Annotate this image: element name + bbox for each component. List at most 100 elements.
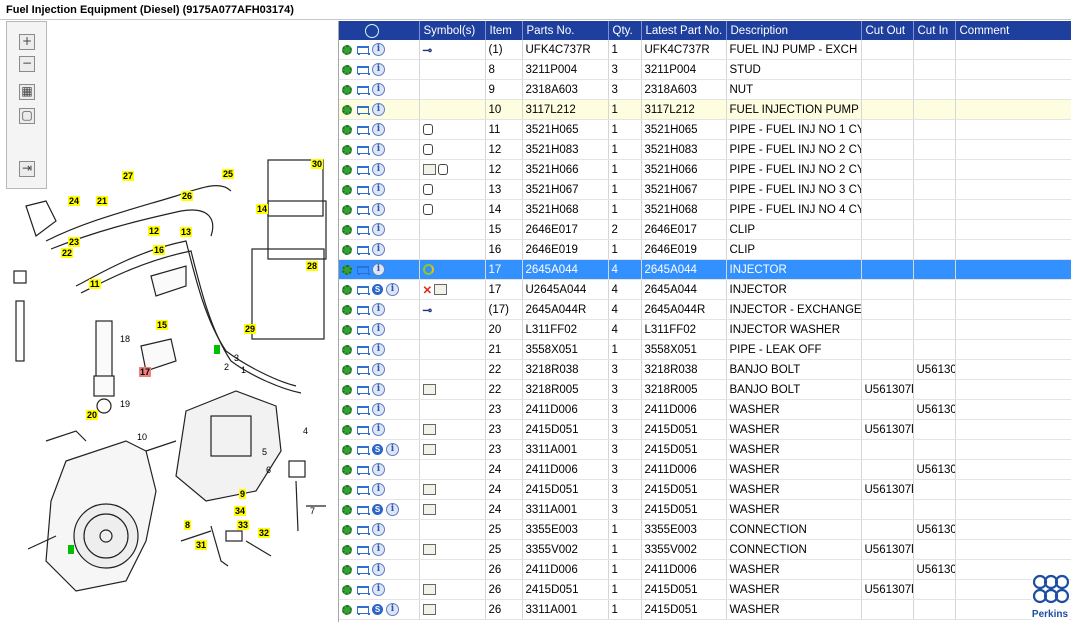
add-to-cart-icon[interactable] (355, 225, 370, 235)
info-icon[interactable]: i (372, 423, 385, 436)
callout-26[interactable]: 26 (181, 191, 194, 201)
add-to-cart-icon[interactable] (355, 485, 370, 495)
info-icon[interactable]: i (372, 563, 385, 576)
info-icon[interactable]: i (386, 603, 399, 616)
add-to-cart-icon[interactable] (355, 265, 370, 275)
configure-gear-icon[interactable] (342, 504, 352, 515)
callout-9[interactable]: 9 (239, 489, 247, 499)
configure-gear-icon[interactable] (342, 564, 352, 575)
column-header-description[interactable]: Description (726, 21, 862, 40)
fit-grid-icon[interactable]: ▦ (19, 84, 35, 100)
parts-row[interactable]: i 23 2411D006 3 2411D006 WASHER U56130 (339, 399, 1071, 420)
callout-30[interactable]: 30 (311, 159, 324, 169)
callout-12[interactable]: 12 (148, 226, 161, 236)
configure-gear-icon[interactable] (342, 84, 352, 95)
configure-gear-icon[interactable] (342, 244, 352, 255)
search-parts-icon[interactable] (365, 23, 379, 38)
callout-2[interactable]: 2 (224, 362, 230, 372)
callout-1[interactable]: 1 (241, 365, 247, 375)
configure-gear-icon[interactable] (342, 524, 352, 535)
callout-7[interactable]: 7 (310, 506, 316, 516)
configure-gear-icon[interactable] (342, 124, 352, 135)
callout-10[interactable]: 10 (137, 432, 148, 442)
callout-17[interactable]: 17 (139, 367, 152, 377)
info-icon[interactable]: i (372, 583, 385, 596)
cell-parts-no[interactable]: 3521H067 (522, 179, 609, 200)
cell-parts-no[interactable]: UFK4C737R (522, 40, 609, 60)
cell-parts-no[interactable]: 3521H068 (522, 199, 609, 220)
cell-parts-no[interactable]: 2318A603 (522, 79, 609, 100)
configure-gear-icon[interactable] (342, 384, 352, 395)
parts-row[interactable]: i 12 3521H066 1 3521H066 PIPE - FUEL INJ NO 2… (339, 159, 1071, 180)
callout-6[interactable]: 6 (266, 465, 272, 475)
cell-parts-no[interactable]: 3117L212 (522, 99, 609, 120)
callout-24[interactable]: 24 (68, 196, 81, 206)
cell-latest-part-no[interactable]: 3521H066 (641, 159, 727, 180)
callout-5[interactable]: 5 (262, 447, 268, 457)
cell-latest-part-no[interactable]: 3218R038 (641, 359, 727, 380)
cell-parts-no[interactable]: U2645A044 (522, 279, 609, 300)
cell-latest-part-no[interactable]: 3521H067 (641, 179, 727, 200)
column-header-qty[interactable]: Qty. (608, 21, 642, 40)
configure-gear-icon[interactable] (342, 104, 352, 115)
callout-18[interactable]: 18 (120, 334, 131, 344)
column-header-symbols[interactable]: Symbol(s) (419, 21, 486, 40)
cell-latest-part-no[interactable]: 2415D051 (641, 439, 727, 460)
add-to-cart-icon[interactable] (355, 525, 370, 535)
zoom-out-button[interactable]: − (19, 56, 35, 72)
parts-row[interactable]: i 15 2646E017 2 2646E017 CLIP (339, 219, 1071, 240)
cell-parts-no[interactable]: 3521H065 (522, 119, 609, 140)
parts-row[interactable]: i 21 3558X051 1 3558X051 PIPE - LEAK OFF (339, 339, 1071, 360)
info-icon[interactable]: i (386, 503, 399, 516)
info-icon[interactable]: i (372, 483, 385, 496)
callout-13[interactable]: 13 (180, 227, 193, 237)
add-to-cart-icon[interactable] (355, 205, 370, 215)
cell-latest-part-no[interactable]: 2411D006 (641, 399, 727, 420)
parts-row[interactable]: i 16 2646E019 1 2646E019 CLIP (339, 239, 1071, 260)
add-to-cart-icon[interactable] (355, 305, 370, 315)
column-header-latest-part-no[interactable]: Latest Part No. (641, 21, 727, 40)
parts-row[interactable]: i ⊸ (17) 2645A044R 4 2645A044R INJECTOR - EXCH… (339, 299, 1071, 320)
callout-11[interactable]: 11 (89, 279, 101, 289)
column-header-cut-out[interactable]: Cut Out (861, 21, 914, 40)
parts-row[interactable]: i 10 3117L212 1 3117L212 FUEL INJECTION PUMP … (339, 99, 1071, 120)
info-icon[interactable]: i (386, 443, 399, 456)
configure-gear-icon[interactable] (342, 484, 352, 495)
add-to-cart-icon[interactable] (355, 65, 370, 75)
cell-parts-no[interactable]: 3521H066 (522, 159, 609, 180)
cell-parts-no[interactable]: 3558X051 (522, 339, 609, 360)
callout-16[interactable]: 16 (153, 245, 166, 255)
callout-27[interactable]: 27 (122, 171, 135, 181)
parts-list-grid[interactable]: Symbol(s) Item Parts No. Qty. Latest Par… (338, 21, 1071, 622)
cell-parts-no[interactable]: 2415D051 (522, 419, 609, 440)
configure-gear-icon[interactable] (342, 324, 352, 335)
cell-latest-part-no[interactable]: 2415D051 (641, 419, 727, 440)
cell-parts-no[interactable]: 2415D051 (522, 479, 609, 500)
info-icon[interactable]: i (386, 283, 399, 296)
cell-latest-part-no[interactable]: 3521H068 (641, 199, 727, 220)
cell-parts-no[interactable]: 2645A044 (522, 259, 609, 280)
add-to-cart-icon[interactable] (355, 245, 370, 255)
column-header-parts-no[interactable]: Parts No. (522, 21, 609, 40)
configure-gear-icon[interactable] (342, 184, 352, 195)
configure-gear-icon[interactable] (342, 44, 352, 55)
info-icon[interactable]: i (372, 103, 385, 116)
cell-parts-no[interactable]: 3521H083 (522, 139, 609, 160)
info-icon[interactable]: i (372, 383, 385, 396)
configure-gear-icon[interactable] (342, 224, 352, 235)
add-to-cart-icon[interactable] (355, 545, 370, 555)
callout-32[interactable]: 32 (258, 528, 271, 538)
info-icon[interactable]: i (372, 183, 385, 196)
cell-latest-part-no[interactable]: 2415D051 (641, 499, 727, 520)
configure-gear-icon[interactable] (342, 264, 352, 275)
add-to-cart-icon[interactable] (355, 45, 370, 55)
add-to-cart-icon[interactable] (355, 85, 370, 95)
column-header-comment[interactable]: Comment (955, 21, 1071, 40)
cell-parts-no[interactable]: 2645A044R (522, 299, 609, 320)
add-to-cart-icon[interactable] (355, 165, 370, 175)
add-to-cart-icon[interactable] (355, 285, 370, 295)
info-icon[interactable]: i (372, 343, 385, 356)
callout-28[interactable]: 28 (306, 261, 319, 271)
